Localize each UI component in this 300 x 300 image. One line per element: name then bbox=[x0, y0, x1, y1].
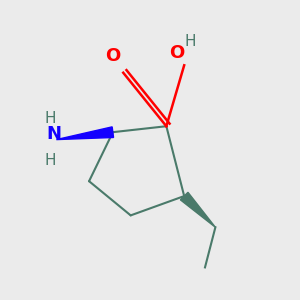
Text: H: H bbox=[45, 153, 56, 168]
Text: O: O bbox=[105, 47, 121, 65]
Text: H: H bbox=[45, 111, 56, 126]
Polygon shape bbox=[180, 192, 215, 227]
Polygon shape bbox=[56, 127, 113, 140]
Text: O: O bbox=[169, 44, 184, 62]
Text: N: N bbox=[46, 125, 61, 143]
Text: H: H bbox=[184, 34, 196, 49]
